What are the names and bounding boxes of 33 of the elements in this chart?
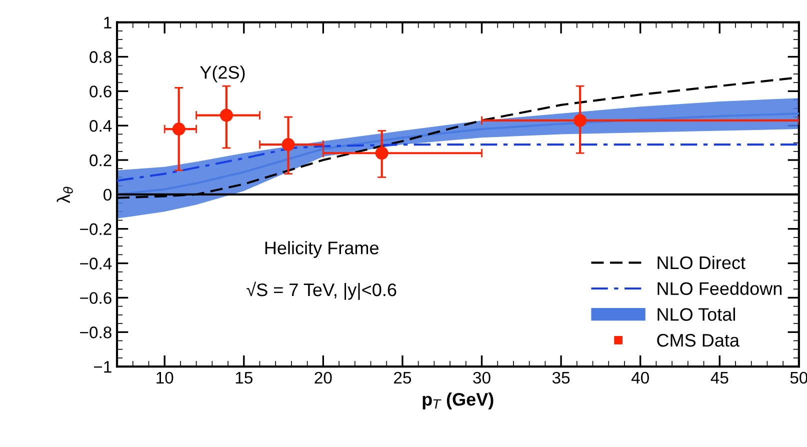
x-tick-label: 20 xyxy=(314,372,332,384)
point xyxy=(574,114,587,127)
y-tick-label: −1 xyxy=(94,361,112,373)
y-tick-label: 1 xyxy=(104,16,112,28)
annotation: Helicity Frame xyxy=(265,241,378,258)
y-tick-label: −0.2 xyxy=(80,223,112,236)
point xyxy=(375,146,388,160)
legend-label: NLO Direct xyxy=(658,256,746,270)
x-tick-label: 45 xyxy=(710,372,728,384)
x-tick-label: 15 xyxy=(236,372,252,384)
x-tick-label: 30 xyxy=(473,372,490,384)
point xyxy=(220,108,233,122)
y-tick-label: 0.8 xyxy=(90,51,112,63)
y-tick-label: 0.4 xyxy=(90,120,112,132)
y-tick-label: −0.8 xyxy=(80,326,112,338)
y-tick-label: −0.4 xyxy=(80,258,112,270)
y-tick-label: 0 xyxy=(104,188,112,201)
legend-label: NLO Feeddown xyxy=(658,282,782,296)
legend-label: NLO Total xyxy=(658,308,735,321)
y-axis-title: λ$_{θ}$ xyxy=(56,186,73,204)
y-tick-label: −0.6 xyxy=(80,292,112,304)
point xyxy=(172,122,186,136)
x-tick-label: 35 xyxy=(552,372,570,384)
x-tick-label: 40 xyxy=(631,372,649,384)
x-tick-label: 25 xyxy=(394,372,412,384)
x-axis-title: p$_{T}$ (GeV) xyxy=(422,392,494,410)
y-tick-label: 0.2 xyxy=(90,154,112,166)
point xyxy=(282,138,295,152)
x-tick-label: 10 xyxy=(156,372,174,384)
annotation: Y(2S) xyxy=(200,66,245,82)
legend-label: CMS Data xyxy=(657,334,740,347)
y-tick-label: 0.6 xyxy=(90,86,112,98)
annotation: √S = 7 TeV, |y|<0.6 xyxy=(246,282,396,300)
